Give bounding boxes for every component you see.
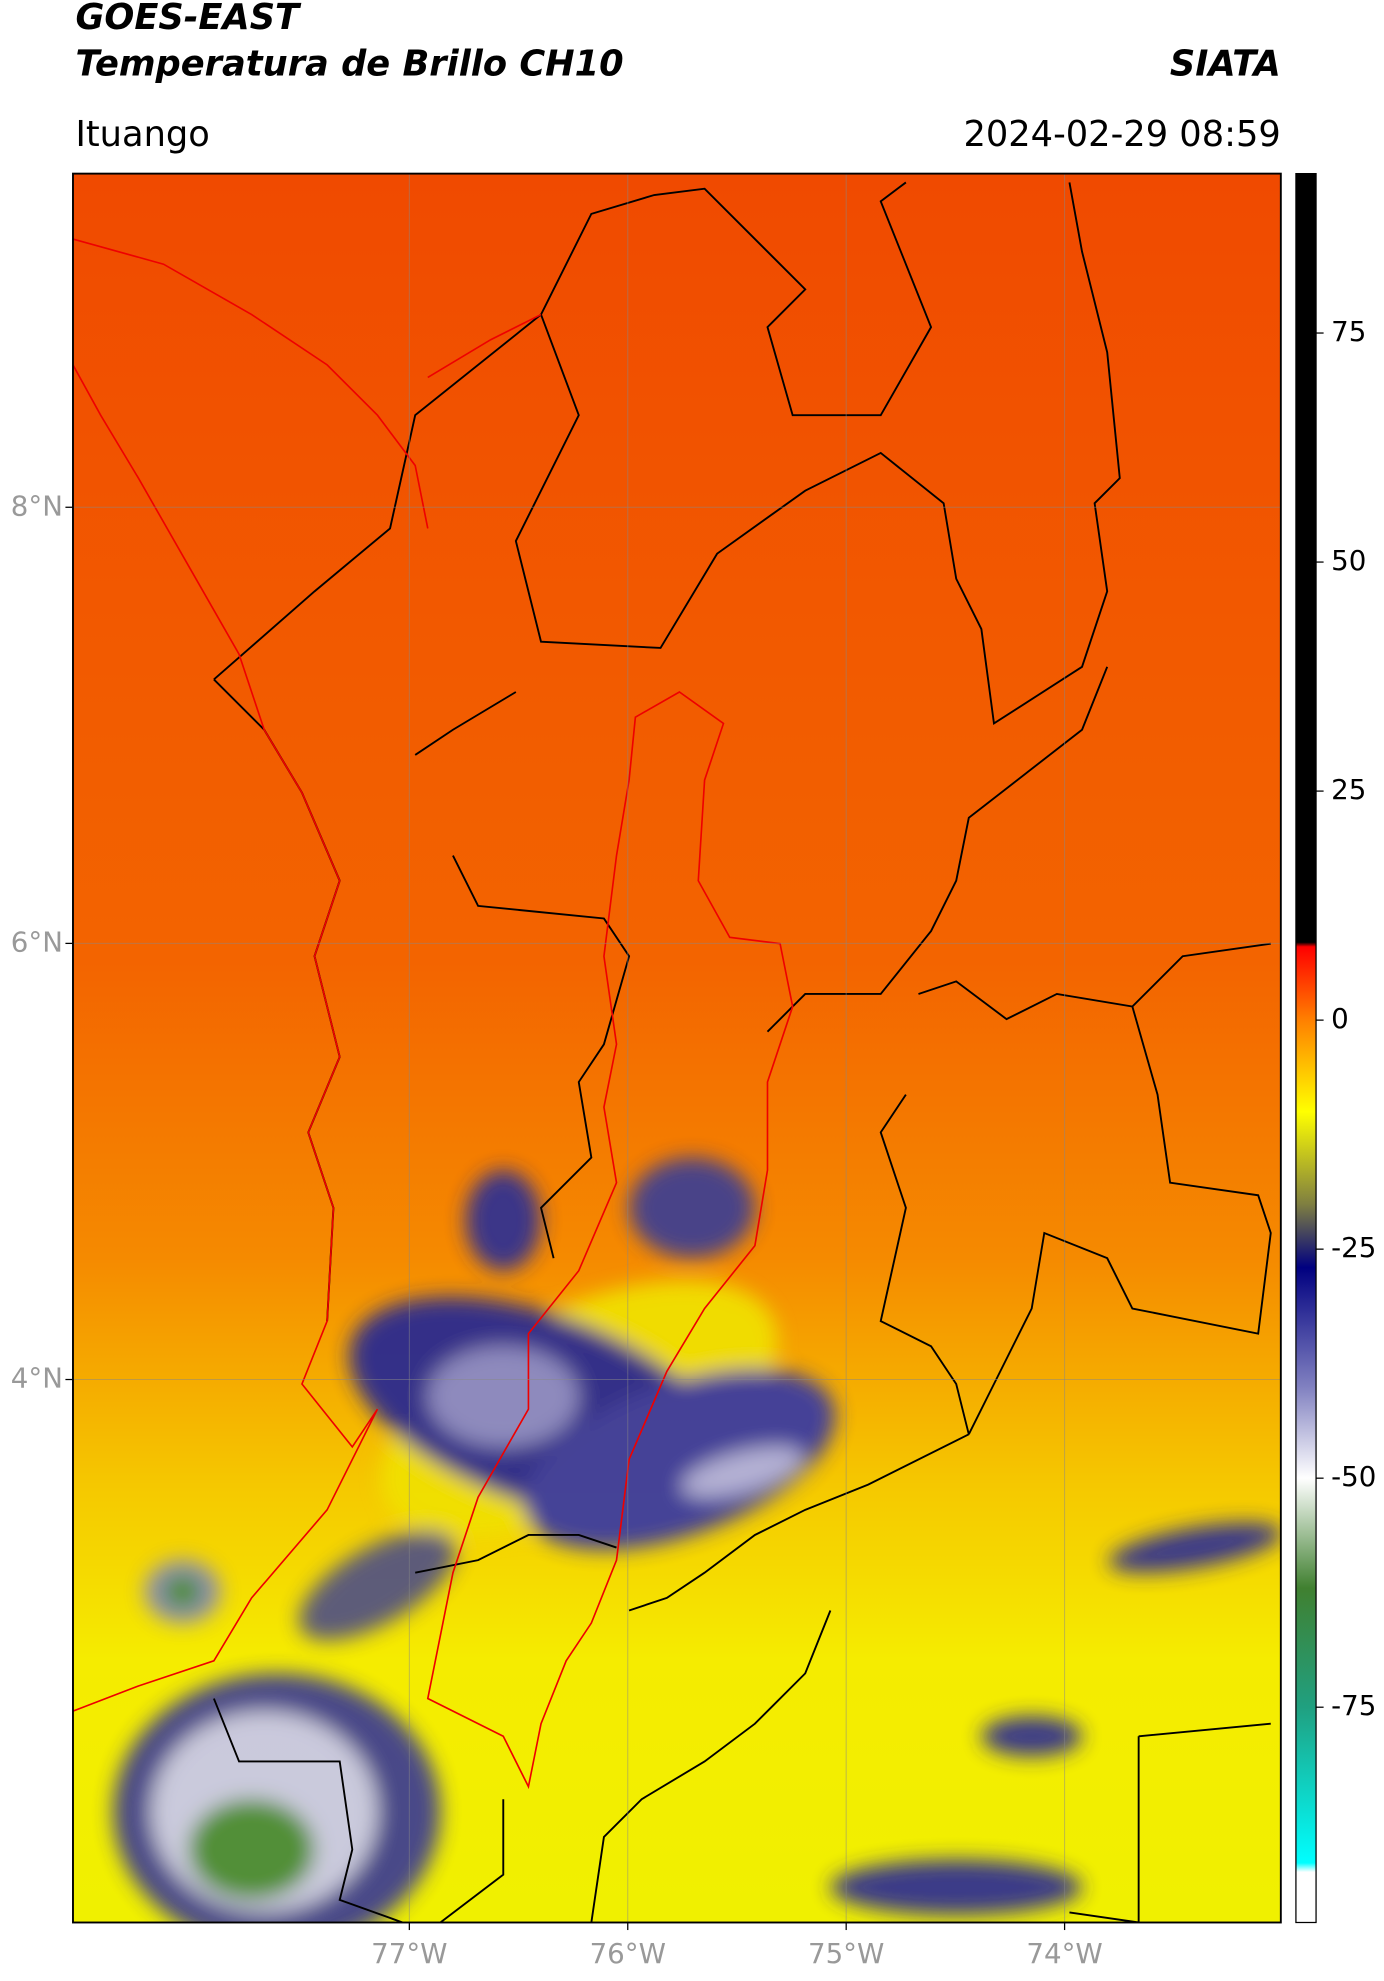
region: Ituango (75, 114, 209, 155)
lon-label: 75°W (808, 1937, 884, 1970)
colorbar-tick-label: 50 (1331, 544, 1366, 577)
source: SIATA (1170, 43, 1281, 84)
lat-label: 6°N (11, 925, 63, 958)
colorbar-tick-label: -25 (1331, 1231, 1376, 1264)
lat-label: 4°N (11, 1362, 63, 1395)
datetime: 2024-02-29 08:59 (963, 114, 1280, 155)
subtitle: Temperatura de Brillo CH10 (75, 43, 623, 84)
grid (72, 173, 1281, 1923)
lon-label: 77°W (371, 1937, 447, 1970)
colorbar-tick-label: -50 (1331, 1460, 1376, 1493)
lon-label: 76°W (590, 1937, 666, 1970)
colorbar-tick-label: 75 (1331, 315, 1366, 348)
title: GOES-EAST (75, 0, 302, 38)
colorbar (1295, 172, 1317, 1924)
colorbar-tick-label: -75 (1331, 1689, 1376, 1722)
colorbar-tick-label: 0 (1331, 1002, 1349, 1035)
lat-label: 8°N (11, 489, 63, 522)
map-frame (72, 172, 1282, 1924)
map-image (72, 173, 1281, 1923)
colorbar-tick-label: 25 (1331, 773, 1366, 806)
lon-label: 74°W (1026, 1937, 1102, 1970)
